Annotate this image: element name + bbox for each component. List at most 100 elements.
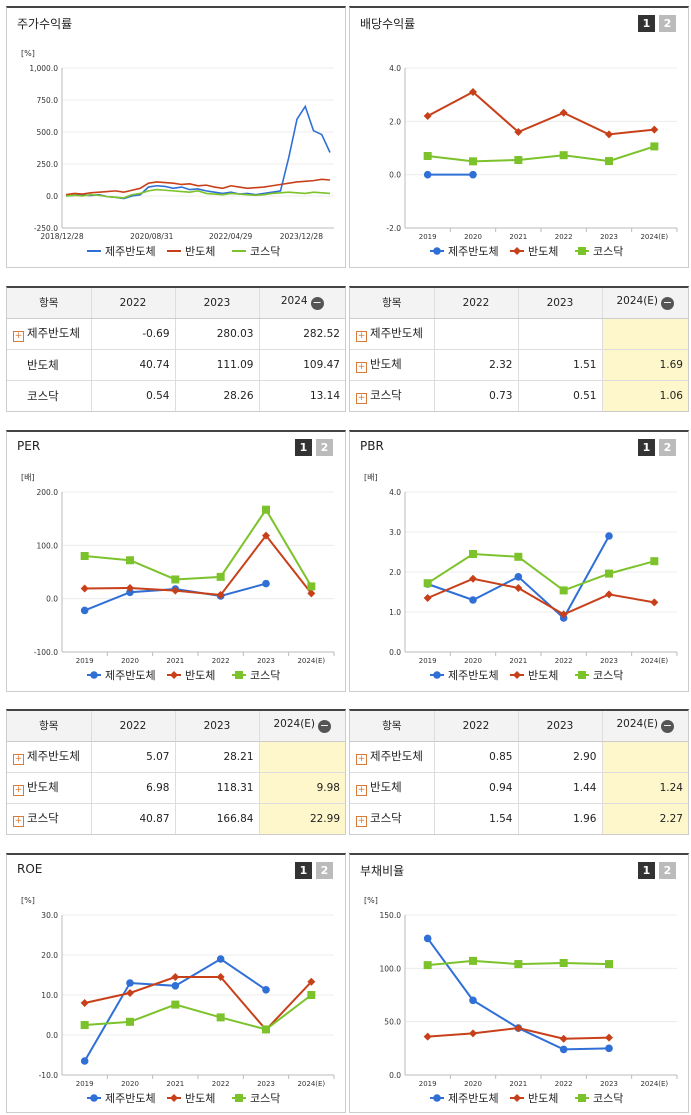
row-label-cell[interactable]: + 제주반도체: [7, 741, 91, 773]
row-label-cell[interactable]: + 반도체: [350, 349, 434, 381]
data-point: [90, 1094, 98, 1102]
x-tick-label: 2024(E): [297, 1080, 325, 1088]
legend-label: 제주반도체: [105, 245, 156, 258]
collapse-icon[interactable]: −: [661, 296, 675, 311]
series-group: [423, 532, 613, 622]
collapse-icon[interactable]: −: [318, 719, 332, 734]
data-point: [262, 531, 270, 540]
dividend-yield-chart: -2.0 0.0 2.0 4.0 2019 2020 2021 2022 2023 2024(E)…: [386, 64, 678, 258]
per-chart: [배] -100.0 0.0 100.0 200.0 2019 2020 2021 2022 20…: [21, 473, 335, 682]
chart-mode-2-button[interactable]: 2: [659, 15, 676, 32]
data-point: [170, 671, 178, 679]
row-label-cell[interactable]: + 제주반도체: [350, 741, 434, 773]
pbr-panel: PBR 1 2 [배] 0.0 1.0 2.0 3.0 4.0 2019 2020 2021 20…: [349, 430, 689, 692]
data-point: [514, 128, 523, 136]
series-line: [65, 188, 331, 199]
row-label: 제주반도체: [370, 326, 423, 340]
expand-plus-icon[interactable]: +: [356, 393, 367, 405]
row-label-cell[interactable]: + 반도체: [7, 772, 91, 804]
chart-mode-1-button[interactable]: 1: [638, 862, 655, 879]
expand-plus-icon[interactable]: +: [13, 816, 24, 828]
row-label: 반도체: [370, 780, 402, 794]
series-line: [84, 976, 313, 1032]
x-tick-label: 2020/08/31: [130, 232, 173, 241]
legend-label: 코스닥: [593, 669, 623, 682]
chart-mode-1-button[interactable]: 1: [295, 862, 312, 879]
chart-mode-1-button[interactable]: 1: [638, 439, 655, 456]
row-label-cell[interactable]: + 코스닥: [7, 803, 91, 834]
table-row: 코스닥 0.54 28.26 13.14: [7, 380, 345, 411]
data-point: [514, 156, 523, 164]
series-group: [80, 531, 316, 599]
data-point: [433, 1094, 441, 1102]
chart-mode-2-button[interactable]: 2: [316, 439, 333, 456]
expand-plus-icon[interactable]: +: [13, 331, 24, 342]
x-tick-label: 2021: [509, 233, 527, 241]
unit-label: [배]: [21, 473, 35, 482]
debt-ratio-chart: [%] 0.0 50.0 100.0 150.0 2019 2020 2021 2022 2023…: [364, 896, 678, 1105]
value-cell: [258, 741, 345, 773]
row-label: 반도체: [27, 780, 59, 794]
row-label-cell[interactable]: + 코스닥: [350, 803, 434, 834]
x-tick-label: 2021: [509, 657, 527, 665]
expand-plus-icon[interactable]: +: [13, 785, 24, 796]
chart-mode-2-button[interactable]: 2: [659, 862, 676, 879]
chart-legend: 제주반도체 반도체 코스닥: [430, 669, 623, 682]
data-point: [514, 573, 523, 581]
chart-mode-1-button[interactable]: 1: [638, 15, 655, 32]
chart-mode-2-button[interactable]: 2: [316, 862, 333, 879]
data-point: [559, 108, 568, 117]
row-label-cell[interactable]: + 제주반도체: [7, 318, 91, 350]
value-cell: [601, 318, 688, 350]
value-cell: [517, 318, 602, 350]
y-tick-label: 3.0: [389, 528, 401, 537]
series-group: [80, 973, 316, 1034]
chart-mode-2-button[interactable]: 2: [659, 439, 676, 456]
x-tick-label: 2022: [555, 1080, 573, 1088]
data-point: [559, 610, 568, 619]
data-point: [216, 955, 225, 963]
value-cell: 2.32: [433, 349, 518, 381]
value-cell: 0.54: [90, 380, 175, 411]
expand-plus-icon[interactable]: +: [13, 754, 24, 765]
legend-label: 반도체: [185, 245, 215, 258]
legend-label: 코스닥: [250, 1092, 280, 1105]
series-group: [423, 88, 659, 139]
legend-label: 반도체: [185, 669, 215, 682]
column-header: 2024−: [258, 288, 345, 319]
expand-plus-icon[interactable]: +: [356, 785, 367, 796]
expand-plus-icon[interactable]: +: [356, 362, 367, 373]
data-point: [605, 569, 613, 578]
column-header-label: 2024(E): [616, 295, 659, 308]
data-point: [605, 532, 613, 540]
row-label: 반도체: [27, 357, 59, 372]
chart-legend: 제주반도체 반도체 코스닥: [430, 1092, 623, 1105]
chart-mode-1-button[interactable]: 1: [295, 439, 312, 456]
data-point: [171, 973, 180, 981]
series-line: [65, 178, 331, 196]
expand-plus-icon[interactable]: +: [356, 816, 367, 828]
expand-plus-icon[interactable]: +: [356, 754, 367, 765]
expand-plus-icon[interactable]: +: [356, 331, 367, 342]
row-label: 코스닥: [27, 811, 59, 826]
y-tick-label: 50.0: [384, 1018, 401, 1027]
legend-label: 코스닥: [250, 245, 280, 258]
row-label-cell[interactable]: + 코스닥: [350, 380, 434, 411]
collapse-icon[interactable]: −: [310, 296, 324, 311]
row-label-cell[interactable]: + 제주반도체: [350, 318, 434, 350]
data-point: [423, 579, 432, 588]
value-cell: 22.99: [258, 803, 345, 834]
row-label: 제주반도체: [370, 749, 423, 763]
x-tick-label: 2024(E): [297, 657, 325, 665]
series-group: [423, 550, 659, 595]
data-point: [605, 960, 613, 969]
value-cell: 0.51: [517, 380, 602, 411]
y-tick-label: 750.0: [37, 96, 59, 105]
roe-panel: ROE 1 2 [%] -10.0 0.0 10.0 20.0 30.0 2019 2020 2…: [6, 853, 346, 1113]
series-group: [423, 1024, 613, 1043]
series-group: [80, 991, 316, 1034]
data-point: [469, 956, 477, 965]
x-tick-label: 2021: [166, 1080, 184, 1088]
collapse-icon[interactable]: −: [661, 719, 675, 734]
row-label-cell[interactable]: + 반도체: [350, 772, 434, 804]
